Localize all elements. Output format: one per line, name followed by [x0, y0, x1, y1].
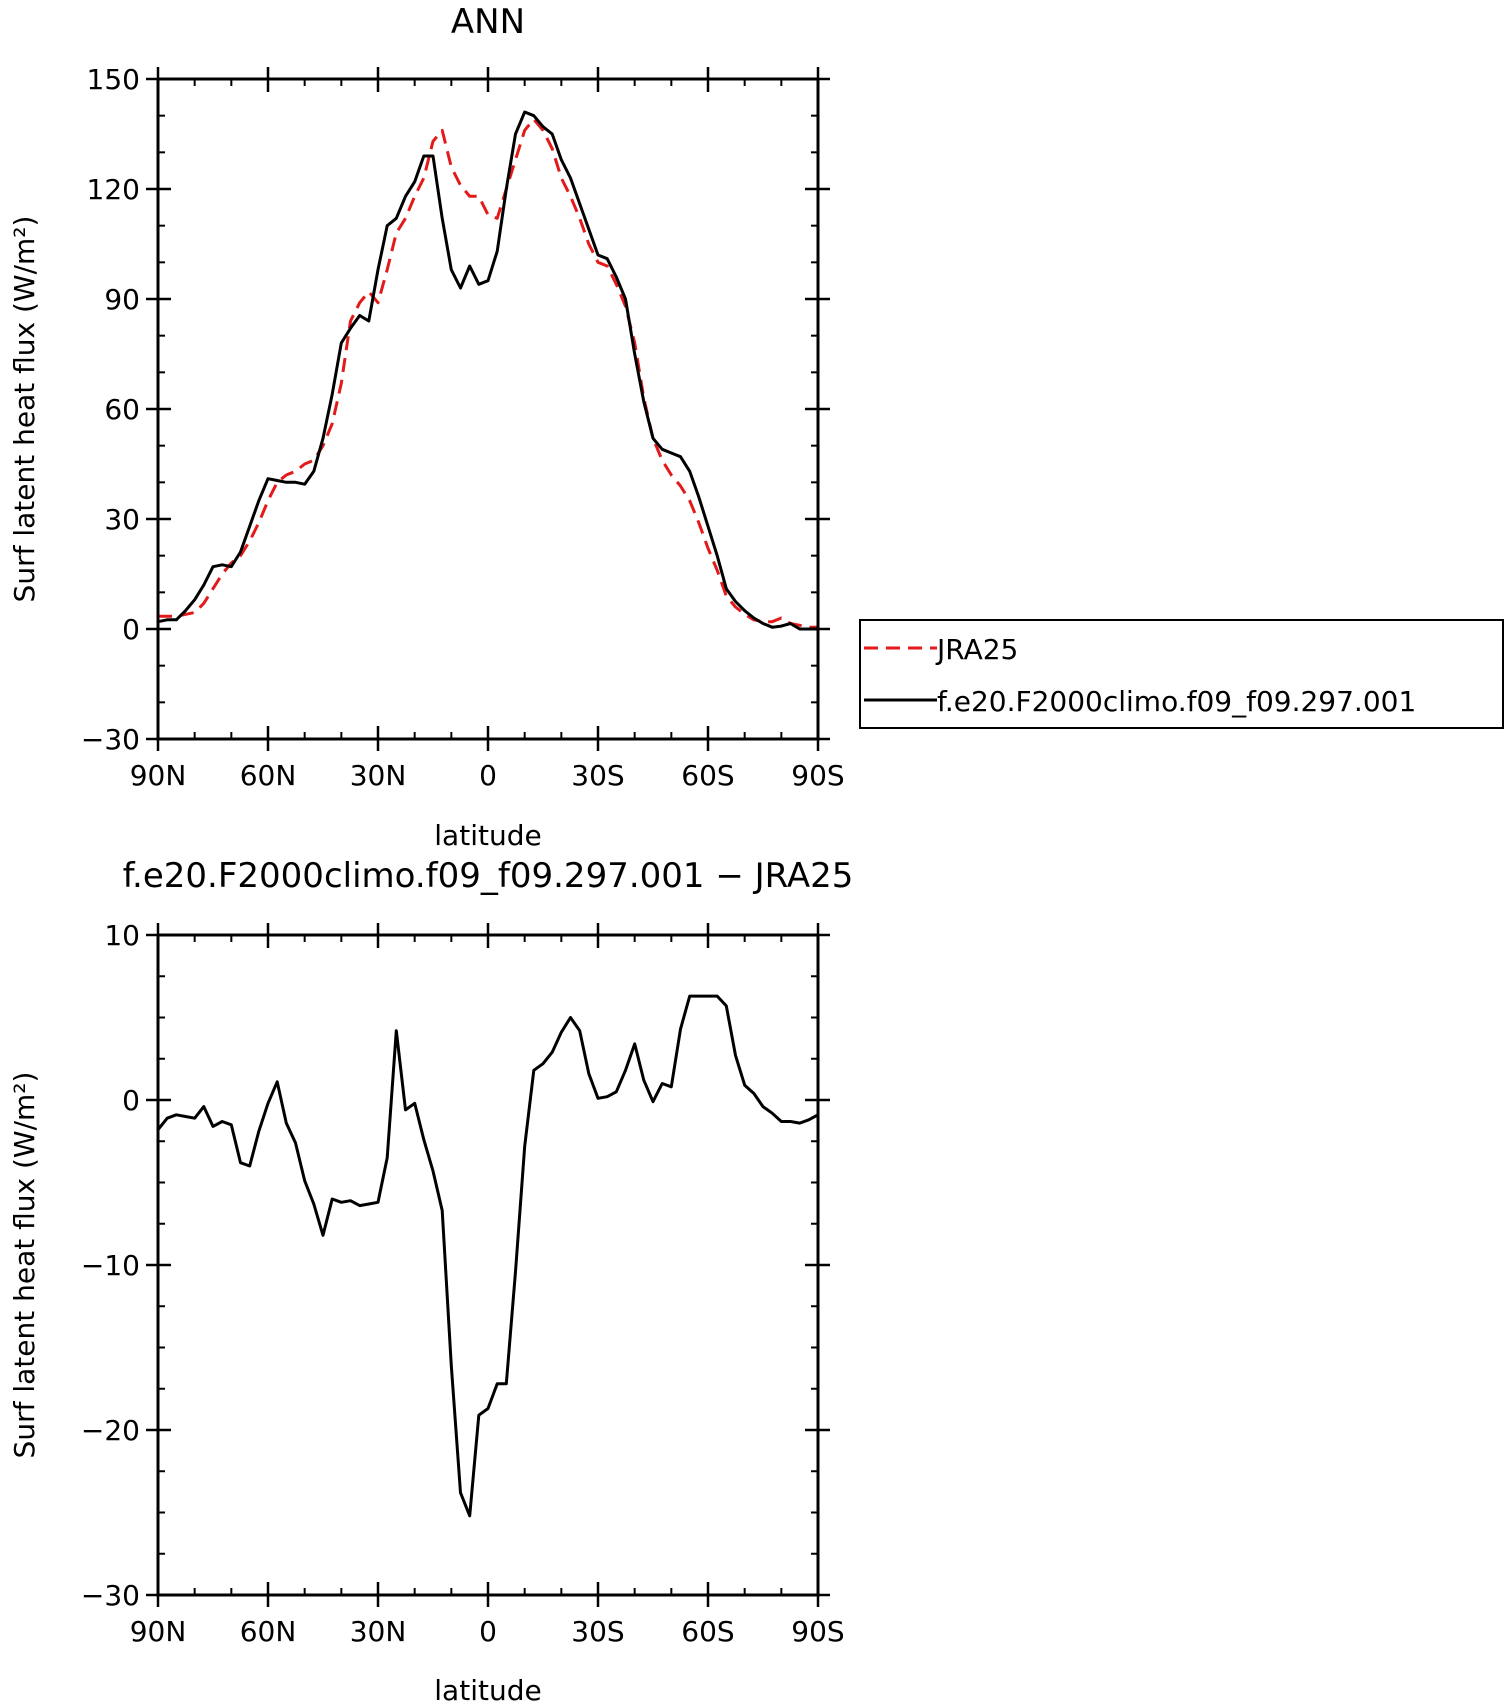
legend-label-jra25: JRA25 [935, 633, 1018, 666]
bottom-chart-title: f.e20.F2000climo.f09_f09.297.001 − JRA25 [123, 856, 854, 896]
legend-box [859, 619, 1504, 729]
top-x-tick-label: 90S [791, 759, 844, 792]
top-y-tick-label: −30 [81, 723, 140, 756]
bottom-tick-labels: 90N 60N 30N 0 30S 60S 90S −30 −20 −10 0 10 [81, 919, 845, 1648]
bottom-y-tick-label: 0 [122, 1084, 140, 1117]
legend: JRA25 f.e20.F2000climo.f09_f09.297.001 [859, 619, 1504, 729]
bottom-x-tick-label: 0 [479, 1615, 497, 1648]
bottom-y-axis-label: Surf latent heat flux (W/m²) [8, 1072, 41, 1459]
top-x-tick-label: 30N [350, 759, 407, 792]
bottom-ticks [146, 923, 830, 1607]
bottom-x-tick-label: 90N [130, 1615, 187, 1648]
bottom-panel: f.e20.F2000climo.f09_f09.297.001 − JRA25… [8, 856, 853, 1704]
bottom-series-line-0 [156, 994, 819, 1518]
top-y-tick-label: 60 [104, 393, 140, 426]
top-plot-frame [156, 77, 820, 741]
top-x-tick-label: 60S [681, 759, 734, 792]
top-y-tick-label: 30 [104, 503, 140, 536]
top-y-tick-label: 90 [104, 283, 140, 316]
top-y-tick-label: 0 [122, 613, 140, 646]
top-panel: ANN Surf latent heat flux (W/m²) latitud… [8, 2, 845, 852]
bottom-y-tick-label: −30 [81, 1579, 140, 1612]
bottom-x-tick-label: 90S [791, 1615, 844, 1648]
top-x-axis-label: latitude [434, 819, 541, 852]
top-lines [157, 110, 818, 631]
top-x-tick-label: 90N [130, 759, 187, 792]
bottom-y-tick-label: −20 [81, 1414, 140, 1447]
bottom-y-tick-label: 10 [104, 919, 140, 952]
top-x-tick-label: 60N [240, 759, 297, 792]
bottom-plot-frame [156, 933, 820, 1597]
bottom-x-tick-label: 30S [571, 1615, 624, 1648]
bottom-x-axis-label: latitude [434, 1674, 541, 1704]
bottom-lines [156, 994, 819, 1518]
top-y-tick-label: 150 [87, 63, 140, 96]
top-x-tick-label: 0 [479, 759, 497, 792]
top-x-tick-label: 30S [571, 759, 624, 792]
bottom-y-tick-label: −10 [81, 1249, 140, 1282]
top-tick-labels: 90N 60N 30N 0 30S 60S 90S −30 0 30 60 90 120 150 [81, 63, 845, 792]
top-y-axis-label: Surf latent heat flux (W/m²) [8, 216, 41, 603]
legend-label-model: f.e20.F2000climo.f09_f09.297.001 [937, 685, 1416, 718]
top-y-tick-label: 120 [87, 173, 140, 206]
top-ticks [146, 67, 830, 751]
top-series-line-1 [157, 110, 818, 631]
top-chart-title: ANN [451, 2, 525, 42]
bottom-x-tick-label: 60N [240, 1615, 297, 1648]
bottom-x-tick-label: 30N [350, 1615, 407, 1648]
bottom-x-tick-label: 60S [681, 1615, 734, 1648]
top-series-line-0 [158, 117, 818, 629]
